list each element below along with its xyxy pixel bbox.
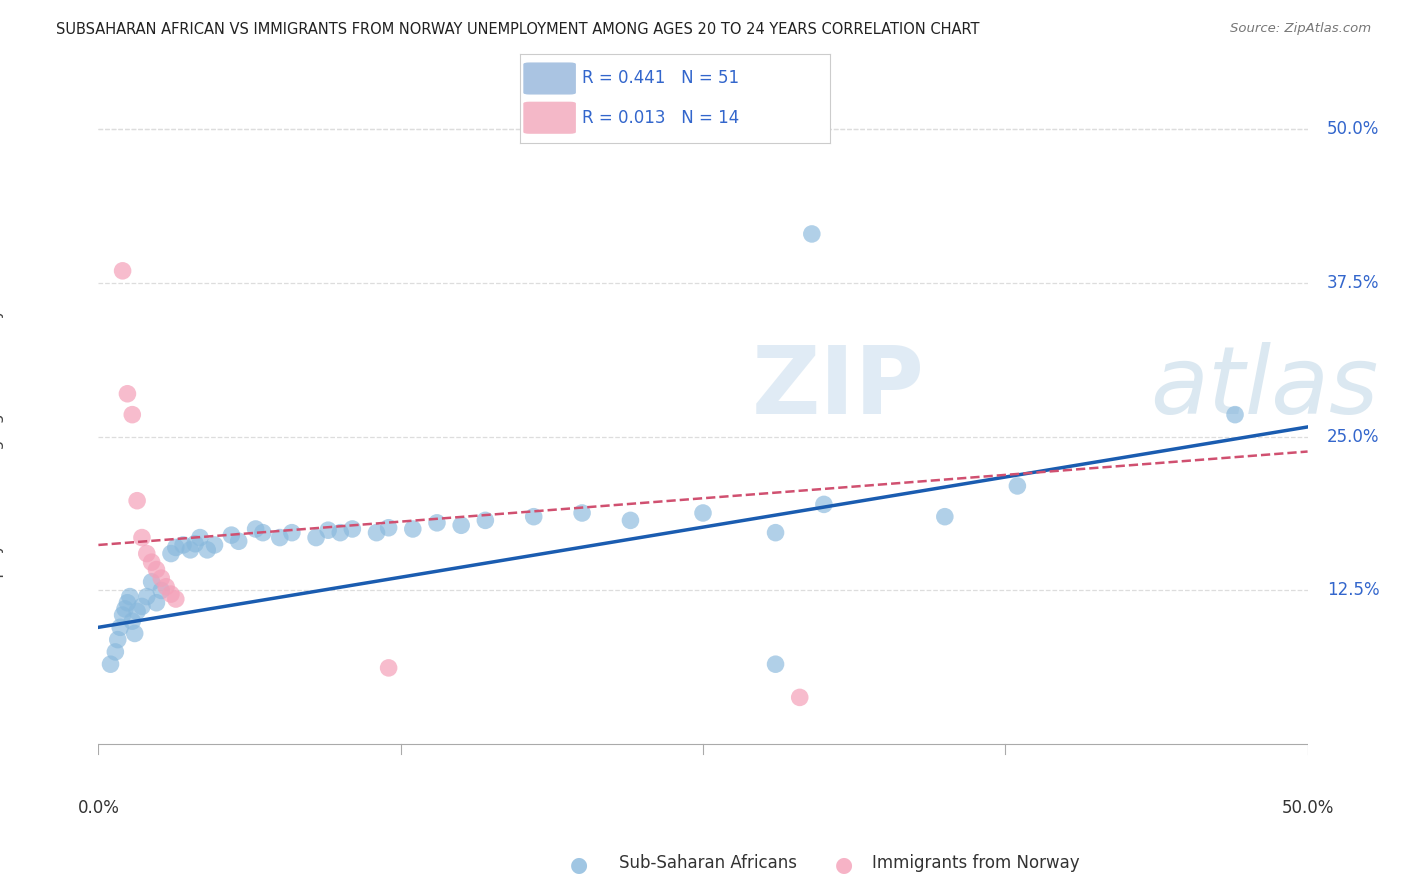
- Text: atlas: atlas: [1150, 343, 1379, 434]
- Point: [765, 525, 787, 540]
- FancyBboxPatch shape: [523, 102, 576, 134]
- Point: [107, 632, 129, 647]
- Point: [117, 386, 139, 401]
- Point: [131, 599, 153, 614]
- Point: [765, 657, 787, 672]
- Point: [789, 690, 811, 705]
- Point: [228, 534, 250, 549]
- Point: [1223, 408, 1246, 422]
- Point: [160, 547, 183, 561]
- Text: 50.0%: 50.0%: [1327, 120, 1379, 138]
- Text: ZIP: ZIP: [751, 342, 924, 434]
- Point: [281, 525, 304, 540]
- Point: [111, 264, 134, 278]
- Point: [121, 614, 143, 628]
- Point: [305, 531, 328, 545]
- Point: [150, 583, 173, 598]
- Text: Sub-Saharan Africans: Sub-Saharan Africans: [619, 855, 797, 872]
- Point: [571, 506, 593, 520]
- Point: [179, 542, 201, 557]
- Point: [172, 538, 194, 552]
- Text: 25.0%: 25.0%: [1327, 428, 1379, 446]
- Point: [141, 555, 163, 569]
- Point: [114, 602, 136, 616]
- Text: R = 0.441   N = 51: R = 0.441 N = 51: [582, 70, 740, 87]
- Point: [800, 227, 823, 241]
- Point: [221, 528, 243, 542]
- Point: [377, 661, 399, 675]
- Point: [474, 513, 496, 527]
- Point: [204, 538, 226, 552]
- Point: [108, 620, 131, 634]
- Point: [117, 596, 139, 610]
- Point: [145, 563, 167, 577]
- Point: [523, 509, 546, 524]
- Point: [118, 590, 141, 604]
- Point: [150, 571, 173, 585]
- Point: [195, 542, 218, 557]
- Point: [127, 493, 149, 508]
- Point: [245, 522, 267, 536]
- Point: [135, 590, 157, 604]
- Text: 12.5%: 12.5%: [1327, 582, 1379, 599]
- Text: R = 0.013   N = 14: R = 0.013 N = 14: [582, 109, 740, 127]
- FancyBboxPatch shape: [523, 62, 576, 95]
- Point: [165, 541, 187, 555]
- Point: [377, 521, 399, 535]
- Point: [141, 574, 163, 589]
- Text: Source: ZipAtlas.com: Source: ZipAtlas.com: [1230, 22, 1371, 36]
- Point: [165, 592, 187, 607]
- Point: [121, 408, 143, 422]
- Point: [316, 523, 339, 537]
- Point: [692, 506, 714, 520]
- Point: [127, 604, 149, 618]
- Text: 50.0%: 50.0%: [1281, 799, 1334, 817]
- Text: 0.0%: 0.0%: [77, 799, 120, 817]
- Text: 37.5%: 37.5%: [1327, 274, 1379, 292]
- Point: [402, 522, 425, 536]
- Point: [329, 525, 352, 540]
- Point: [104, 645, 127, 659]
- Point: [252, 525, 274, 540]
- Point: [131, 531, 153, 545]
- Text: Unemployment Among Ages 20 to 24 years: Unemployment Among Ages 20 to 24 years: [0, 274, 4, 624]
- Point: [145, 596, 167, 610]
- Point: [135, 547, 157, 561]
- Text: SUBSAHARAN AFRICAN VS IMMIGRANTS FROM NORWAY UNEMPLOYMENT AMONG AGES 20 TO 24 YE: SUBSAHARAN AFRICAN VS IMMIGRANTS FROM NO…: [56, 22, 980, 37]
- Point: [934, 509, 956, 524]
- Point: [184, 537, 207, 551]
- Point: [342, 522, 364, 536]
- Text: Immigrants from Norway: Immigrants from Norway: [872, 855, 1080, 872]
- Point: [813, 497, 835, 511]
- Point: [450, 518, 472, 533]
- Point: [155, 580, 177, 594]
- Point: [269, 531, 291, 545]
- Point: [100, 657, 122, 672]
- Point: [619, 513, 641, 527]
- Point: [1007, 479, 1029, 493]
- Point: [188, 531, 211, 545]
- Point: [426, 516, 449, 530]
- Point: [111, 607, 134, 622]
- Text: ●: ●: [835, 855, 852, 875]
- Point: [124, 626, 146, 640]
- Text: ●: ●: [571, 855, 588, 875]
- Point: [160, 587, 183, 601]
- Point: [366, 525, 388, 540]
